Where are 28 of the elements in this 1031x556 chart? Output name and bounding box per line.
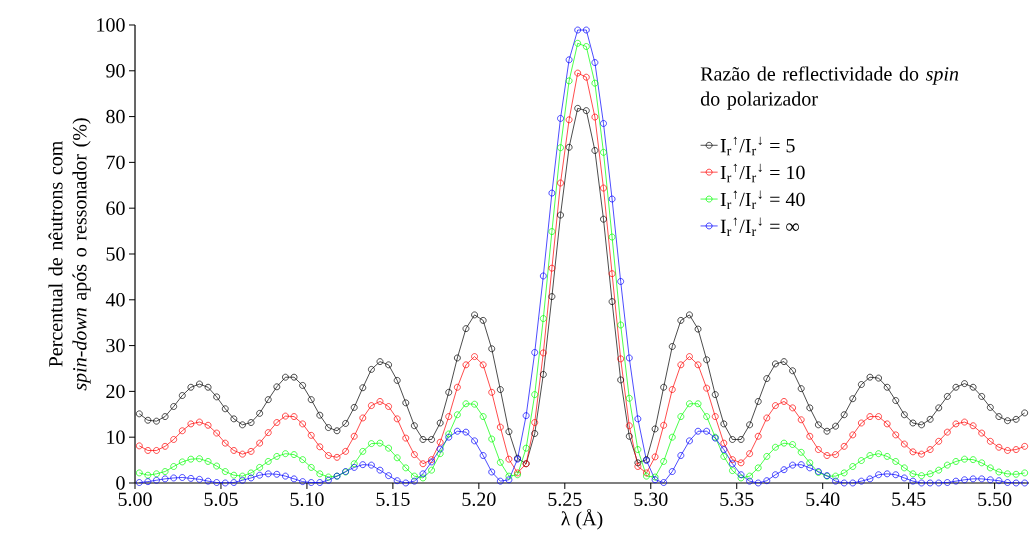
x-tick-label: 5.35	[720, 492, 754, 507]
y-tick-label: 50	[106, 247, 125, 261]
x-axis-title: λ (Å)	[561, 508, 603, 530]
x-tick-label: 5.45	[892, 492, 926, 506]
y-tick-label: 90	[106, 64, 125, 78]
x-tick-label: 5.20	[462, 492, 496, 507]
x-tick-label: 5.40	[806, 492, 840, 507]
x-tick-label: 5.00	[118, 492, 152, 507]
y-tick-label: 30	[106, 338, 125, 353]
x-tick-label: 5.25	[548, 492, 582, 507]
x-tick-label: 5.15	[376, 492, 410, 506]
y-tick-label: 100	[97, 18, 125, 32]
y-tick-label: 80	[106, 109, 125, 124]
x-tick-label: 5.05	[204, 492, 238, 507]
x-tick-label: 5.50	[978, 492, 1012, 507]
legend-label: I$_{r}$$^{↑}$/I$_{r}$$^{↓}$ = ∞	[720, 217, 799, 237]
legend-label: I$_{r}$$^{↑}$/I$_{r}$$^{↓}$ = 10	[720, 163, 805, 183]
y-tick-label: 10	[107, 430, 125, 444]
y-tick-label: 70	[106, 155, 125, 170]
y-tick-label: 20	[106, 384, 125, 399]
y-tick-label: 0	[116, 476, 125, 490]
text: Razão de reflectividade do spin do polarizador	[700, 66, 959, 110]
legend-label: I$_{r}$$^{↑}$/I$_{r}$$^{↓}$ = 5	[720, 136, 795, 156]
x-tick-label: 5.30	[634, 492, 668, 507]
y-tick-label: 60	[106, 201, 125, 215]
legend-label: I$_{r}$$^{↑}$/I$_{r}$$^{↓}$ = 40	[720, 190, 805, 210]
x-tick-label: 5.10	[290, 492, 324, 507]
y-tick-label: 40	[105, 293, 125, 307]
